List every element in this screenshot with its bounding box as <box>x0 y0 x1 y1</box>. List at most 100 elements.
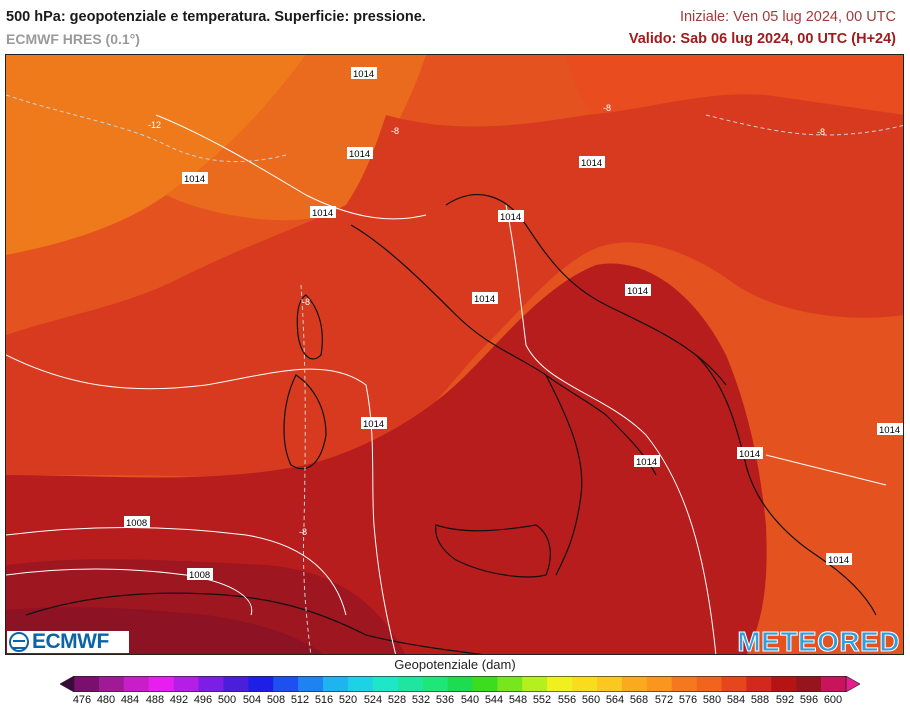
temperature-label: -8 <box>302 297 310 307</box>
legend-tick: 588 <box>750 694 770 706</box>
temperature-label: -8 <box>299 527 307 537</box>
isobar-label: 1008 <box>189 570 210 581</box>
legend-tick: 564 <box>605 694 625 706</box>
legend-tick: 492 <box>169 694 189 706</box>
legend-swatch <box>721 676 747 692</box>
legend-swatch <box>422 676 448 692</box>
legend-tick: 480 <box>96 694 116 706</box>
legend-swatch <box>796 676 822 692</box>
legend-swatch <box>223 676 249 692</box>
isobar-label: 1014 <box>312 208 333 219</box>
isobar-label-group: 1014 1014 1014 1014 1014 1014 1014 1014 … <box>124 67 903 581</box>
legend-swatch <box>148 676 174 692</box>
legend-tick: 592 <box>775 694 795 706</box>
legend-tick: 580 <box>702 694 722 706</box>
isobar-label: 1014 <box>500 212 521 223</box>
legend-tick: 572 <box>654 694 674 706</box>
isobar-label: 1014 <box>636 457 657 468</box>
coastlines <box>25 194 877 654</box>
legend-tick: 476 <box>72 694 92 706</box>
isotherms <box>6 94 903 654</box>
isobar-label: 1014 <box>581 158 602 169</box>
legend-swatch <box>198 676 224 692</box>
legend-tick: 512 <box>290 694 310 706</box>
legend-swatch <box>397 676 423 692</box>
legend-swatch <box>74 676 100 692</box>
legend-swatch <box>60 676 75 692</box>
isobars <box>6 114 887 654</box>
legend-swatch <box>671 676 697 692</box>
legend-swatch <box>273 676 299 692</box>
init-time: Iniziale: Ven 05 lug 2024, 00 UTC <box>679 9 896 25</box>
isobar-label: 1014 <box>184 174 205 185</box>
legend-swatch <box>347 676 374 692</box>
legend-swatch <box>522 676 548 692</box>
legend-swatch <box>821 676 847 692</box>
legend-swatch <box>447 676 473 692</box>
legend-swatch <box>123 676 150 692</box>
legend-tick: 560 <box>581 694 601 706</box>
legend-swatch <box>547 676 573 692</box>
legend-swatch <box>771 676 797 692</box>
legend-swatch <box>845 676 860 692</box>
legend-swatch <box>98 676 125 692</box>
legend-tick: 584 <box>726 694 746 706</box>
isobar-label: 1014 <box>739 449 760 460</box>
isobar-label: 1008 <box>126 518 147 529</box>
legend-tick: 500 <box>217 694 237 706</box>
legend-tick: 508 <box>266 694 286 706</box>
color-bar-ticks: 476 480 484 488 492 496 500 504 508 512 … <box>0 694 910 708</box>
isobar-label: 1014 <box>363 419 384 430</box>
legend-tick: 552 <box>532 694 552 706</box>
weather-map[interactable]: 1014 1014 1014 1014 1014 1014 1014 1014 … <box>5 54 904 655</box>
legend-tick: 540 <box>460 694 480 706</box>
legend-tick: 520 <box>338 694 358 706</box>
legend-tick: 568 <box>629 694 649 706</box>
legend-tick: 576 <box>678 694 698 706</box>
legend-tick: 544 <box>484 694 504 706</box>
map-title: 500 hPa: geopotenziale e temperatura. Su… <box>6 9 426 25</box>
legend-swatch <box>472 676 498 692</box>
legend-tick: 484 <box>120 694 140 706</box>
legend-tick: 524 <box>363 694 383 706</box>
isobar-label: 1014 <box>349 149 370 160</box>
legend-tick: 516 <box>314 694 334 706</box>
legend-tick: 504 <box>242 694 262 706</box>
temperature-label: -8 <box>817 127 825 137</box>
map-canvas: 1014 1014 1014 1014 1014 1014 1014 1014 … <box>6 55 903 654</box>
temperature-label: -8 <box>603 103 611 113</box>
legend-swatch <box>646 676 672 692</box>
band-578 <box>166 55 426 221</box>
isobar-label: 1014 <box>353 69 374 80</box>
ecmwf-logo-text: ECMWF <box>32 630 109 653</box>
isobar-label: 1014 <box>879 425 900 436</box>
legend-swatch <box>323 676 349 692</box>
isobar-label: 1014 <box>474 294 495 305</box>
temperature-label: -12 <box>148 120 161 130</box>
band-576 <box>6 55 306 255</box>
band-588 <box>6 263 767 654</box>
legend-tick: 536 <box>435 694 455 706</box>
legend-frame <box>73 676 847 692</box>
legend-swatch <box>372 676 399 692</box>
color-bar <box>60 676 860 692</box>
meteored-logo: METEORED <box>737 626 900 658</box>
legend-swatch <box>173 676 199 692</box>
isobar-label: 1014 <box>828 555 849 566</box>
temperature-label-group: -12 -8 -8 -8 -8 -8 <box>148 103 825 537</box>
legend-swatch <box>596 676 623 692</box>
legend-swatch <box>497 676 523 692</box>
legend-swatch <box>621 676 648 692</box>
legend-swatch <box>572 676 598 692</box>
legend-tick: 596 <box>799 694 819 706</box>
model-name: ECMWF HRES (0.1°) <box>6 31 140 47</box>
map-header: 500 hPa: geopotenziale e temperatura. Su… <box>0 0 910 52</box>
legend-tick: 528 <box>387 694 407 706</box>
legend-swatch <box>746 676 772 692</box>
legend-swatch <box>696 676 722 692</box>
legend-tick: 496 <box>193 694 213 706</box>
legend-tick: 600 <box>823 694 843 706</box>
legend-tick: 556 <box>557 694 577 706</box>
legend-tick: 532 <box>411 694 431 706</box>
temperature-label: -8 <box>391 126 399 136</box>
